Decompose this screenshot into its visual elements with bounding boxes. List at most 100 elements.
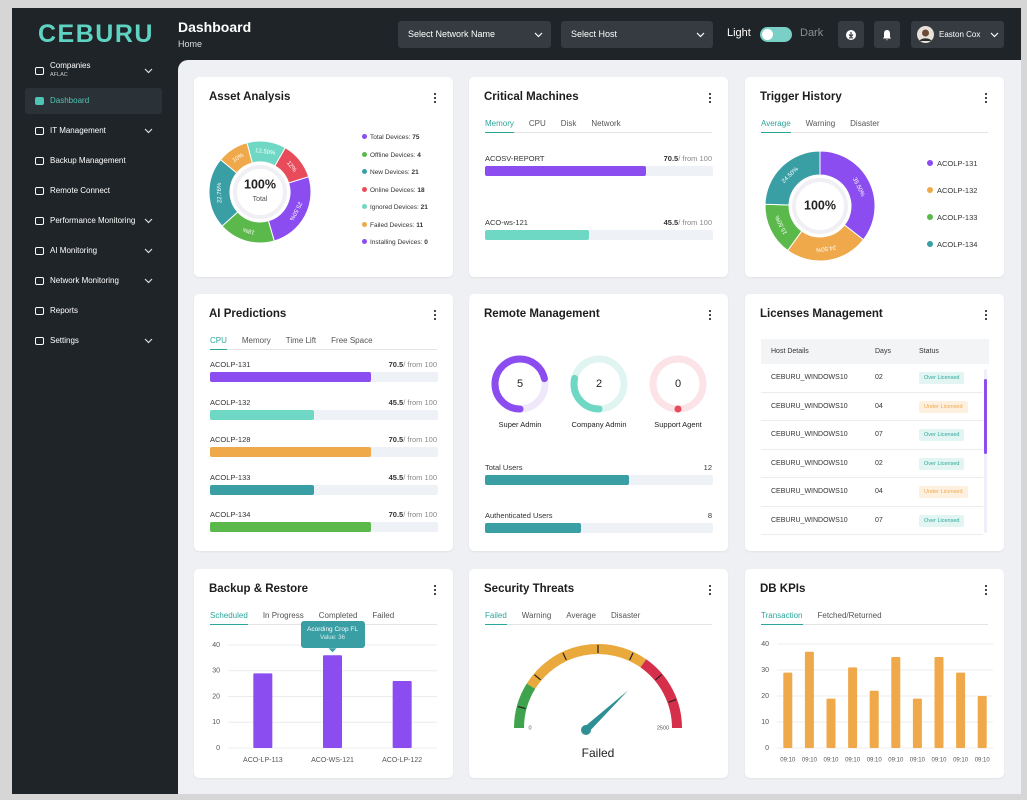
kebab-menu[interactable] <box>708 309 712 321</box>
item-value-number: 45.5 <box>388 472 404 482</box>
tab[interactable]: Warning <box>521 611 552 620</box>
card-title: DB KPIs <box>760 583 806 595</box>
theme-toggle[interactable] <box>760 27 792 42</box>
page-title: Dashboard <box>178 19 252 35</box>
y-tick-label: 20 <box>761 693 769 700</box>
tab[interactable]: Completed <box>318 611 358 620</box>
tab[interactable]: Failed <box>485 611 507 625</box>
kebab-dot <box>708 592 712 596</box>
tab[interactable]: CPU <box>528 119 546 128</box>
tab[interactable]: Average <box>761 119 791 133</box>
tab[interactable]: Disaster <box>610 611 641 620</box>
table-header: Host Details Days Status <box>761 339 989 364</box>
download-arrow <box>848 32 854 39</box>
legend-name: ACOLP-133 <box>937 213 978 222</box>
tab[interactable]: Network <box>591 119 621 128</box>
nav-item[interactable]: Companies AFLAC <box>25 58 162 84</box>
nav-item[interactable]: IT Management <box>25 118 162 144</box>
nav-icon-shape <box>35 247 44 255</box>
donut-segment <box>819 150 876 241</box>
icon-button[interactable] <box>838 21 864 48</box>
nav-icon <box>35 277 44 285</box>
tab[interactable]: Disaster <box>850 119 880 128</box>
host-cell: CEBURU_WINDOWS10 <box>771 516 848 524</box>
brand-logo: CEBURU <box>38 20 154 48</box>
x-tick-label: 09:10 <box>953 758 969 764</box>
select-text: Select Host <box>571 29 618 39</box>
card: Security Threats Failed Warning Average Disa… <box>469 569 728 778</box>
x-tick-label: ACO-LP-113 <box>243 757 283 764</box>
kebab-dot <box>433 588 437 592</box>
legend-dot <box>362 186 367 192</box>
icon-button[interactable] <box>874 21 900 48</box>
nav-item[interactable]: Backup Management <box>25 148 162 174</box>
kebab-menu[interactable] <box>984 92 988 104</box>
y-tick-label: 30 <box>761 667 769 674</box>
donut-center <box>792 178 848 234</box>
bar <box>934 657 944 748</box>
tab[interactable]: In Progress <box>262 611 304 620</box>
tab[interactable]: Free Space <box>331 336 373 345</box>
kebab-menu[interactable] <box>433 584 437 596</box>
card: AI Predictions CPU Memory Time Lift Free Spa… <box>194 294 453 551</box>
item-name: ACOLP-128 <box>210 435 251 444</box>
item-value: 70.5/ from 100 <box>664 154 712 163</box>
tooltip-value: Value: 36 <box>301 635 365 641</box>
tab[interactable]: Transaction <box>761 611 803 625</box>
tab[interactable]: Average <box>566 611 596 620</box>
nav-icon-shape <box>35 127 44 135</box>
nav-item[interactable]: AI Monitoring <box>25 238 162 264</box>
tab[interactable]: Memory <box>485 119 514 133</box>
legend-name: Ignored Devices: <box>370 204 419 211</box>
days-cell: 07 <box>875 516 883 524</box>
kebab-menu[interactable] <box>433 92 437 104</box>
tab[interactable]: Fetched/Returned <box>817 611 882 620</box>
kebab-menu[interactable] <box>708 584 712 596</box>
kebab-menu[interactable] <box>984 309 988 321</box>
days-cell: 04 <box>875 402 883 410</box>
kebab-menu[interactable] <box>708 92 712 104</box>
legend-name: New Devices: <box>370 169 410 176</box>
legend-item: Offline Devices: 4 <box>362 151 421 159</box>
days-cell: 04 <box>875 488 883 495</box>
tab[interactable]: Scheduled <box>210 611 248 625</box>
item-value-max: / from 100 <box>403 472 437 482</box>
chevron-line <box>144 218 153 224</box>
tab[interactable]: Warning <box>805 119 836 128</box>
kebab-dot <box>433 100 437 104</box>
y-tick-label: 10 <box>761 719 769 726</box>
user-menu[interactable]: Easton Cox <box>911 21 1004 48</box>
table-row: CEBURU_WINDOWS10 07 Over Licensed <box>761 421 983 450</box>
nav-icon-shape <box>35 187 44 195</box>
nav-item[interactable]: Performance Monitoring <box>25 208 162 234</box>
status-badge: Under Licensed <box>919 486 968 498</box>
tab[interactable]: Time Lift <box>285 336 317 345</box>
nav-item[interactable]: Settings <box>25 328 162 354</box>
tab[interactable]: CPU <box>210 336 227 350</box>
tab[interactable]: Memory <box>241 336 271 345</box>
select[interactable]: Select Host <box>561 21 713 48</box>
progress-bar <box>485 230 589 240</box>
bar <box>323 655 342 748</box>
host-cell: CEBURU_WINDOWS10 <box>771 459 848 467</box>
chevron <box>144 278 153 284</box>
nav-item[interactable]: Dashboard <box>25 88 162 114</box>
nav-item[interactable]: Network Monitoring <box>25 268 162 294</box>
kebab-dot <box>433 317 437 321</box>
nav-item[interactable]: Remote Connect <box>25 178 162 204</box>
progress-bar <box>210 409 314 420</box>
kebab-menu[interactable] <box>433 309 437 321</box>
nav-icon-shape <box>35 217 44 225</box>
y-tick-label: 10 <box>212 719 220 726</box>
kebab-menu[interactable] <box>984 584 988 596</box>
y-tick-label: 0 <box>765 745 769 752</box>
nav-item[interactable]: Reports <box>25 298 162 324</box>
select[interactable]: Select Network Name <box>398 21 551 48</box>
tab[interactable]: Failed <box>372 611 395 620</box>
nav-label: Dashboard <box>50 96 90 105</box>
nav-label: IT Management <box>50 126 106 135</box>
kebab-dot <box>984 313 988 317</box>
tab[interactable]: Disk <box>560 119 577 128</box>
tooltip-title: Acording Crop FL <box>307 626 358 634</box>
